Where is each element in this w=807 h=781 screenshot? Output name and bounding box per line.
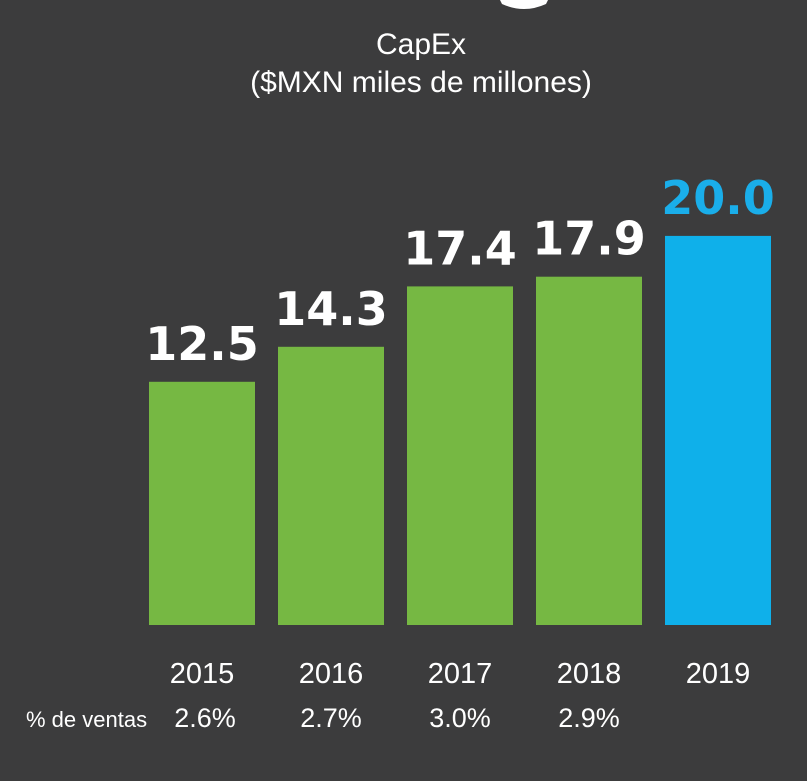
value-labels: 12.5 14.3 17.4 17.9 20.0 [145, 171, 775, 371]
x-tick-2017: 2017 [428, 658, 493, 690]
chart-title: CapEx [376, 28, 466, 61]
x-tick-2015: 2015 [170, 658, 235, 690]
x-tick-2019: 2019 [686, 658, 751, 690]
pct-of-sales-2017: 3.0% [429, 703, 491, 733]
bar-2017 [407, 286, 513, 625]
value-label-2019: 20.0 [661, 171, 775, 225]
value-label-2017: 17.4 [403, 221, 517, 275]
chart-subtitle: ($MXN miles de millones) [250, 66, 592, 99]
bar-series [149, 235, 771, 625]
bar-2018 [536, 276, 642, 625]
pct-of-sales-2016: 2.7% [300, 703, 362, 733]
logo-fragment-icon [500, 0, 548, 9]
value-label-2015: 12.5 [145, 317, 259, 371]
value-label-2016: 14.3 [274, 282, 388, 336]
x-axis-tick-labels: 2015 2016 2017 2018 2019 [170, 658, 751, 690]
bar-2015 [149, 381, 255, 625]
percent-of-sales-row: 2.6% 2.7% 3.0% 2.9% [174, 703, 620, 733]
x-tick-2016: 2016 [299, 658, 364, 690]
bar-2016 [278, 346, 384, 625]
secondary-row-label: % de ventas [26, 707, 147, 732]
bar-2019 [665, 235, 771, 625]
pct-of-sales-2015: 2.6% [174, 703, 236, 733]
pct-of-sales-2018: 2.9% [558, 703, 620, 733]
x-tick-2018: 2018 [557, 658, 622, 690]
value-label-2018: 17.9 [532, 212, 646, 266]
